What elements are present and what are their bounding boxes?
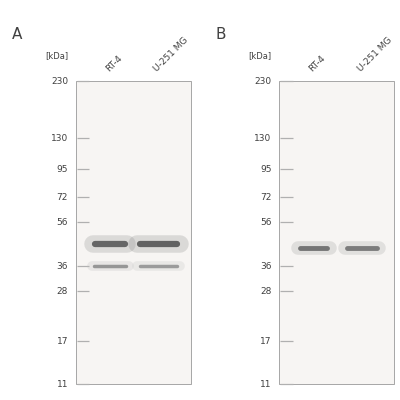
Text: 17: 17 xyxy=(56,336,68,346)
Text: 72: 72 xyxy=(260,192,272,202)
Text: 28: 28 xyxy=(260,287,272,296)
Text: 28: 28 xyxy=(57,287,68,296)
Text: B: B xyxy=(215,27,226,42)
Text: 36: 36 xyxy=(56,262,68,271)
Text: 95: 95 xyxy=(56,165,68,174)
Text: 72: 72 xyxy=(57,192,68,202)
Text: U-251 MG: U-251 MG xyxy=(356,36,393,74)
Text: 11: 11 xyxy=(56,380,68,389)
Text: 56: 56 xyxy=(260,218,272,226)
Text: RT-4: RT-4 xyxy=(104,54,124,74)
Text: 130: 130 xyxy=(51,134,68,142)
Text: [kDa]: [kDa] xyxy=(45,51,68,60)
Text: 11: 11 xyxy=(260,380,272,389)
Bar xyxy=(279,81,394,384)
Bar xyxy=(76,81,190,384)
Text: 36: 36 xyxy=(260,262,272,271)
Text: RT-4: RT-4 xyxy=(307,54,327,74)
Text: U-251 MG: U-251 MG xyxy=(152,36,190,74)
Text: 17: 17 xyxy=(260,336,272,346)
Text: 56: 56 xyxy=(56,218,68,226)
Text: A: A xyxy=(12,27,22,42)
Text: 230: 230 xyxy=(254,77,272,86)
Text: 95: 95 xyxy=(260,165,272,174)
Text: 130: 130 xyxy=(254,134,272,142)
Text: [kDa]: [kDa] xyxy=(248,51,272,60)
Text: 230: 230 xyxy=(51,77,68,86)
